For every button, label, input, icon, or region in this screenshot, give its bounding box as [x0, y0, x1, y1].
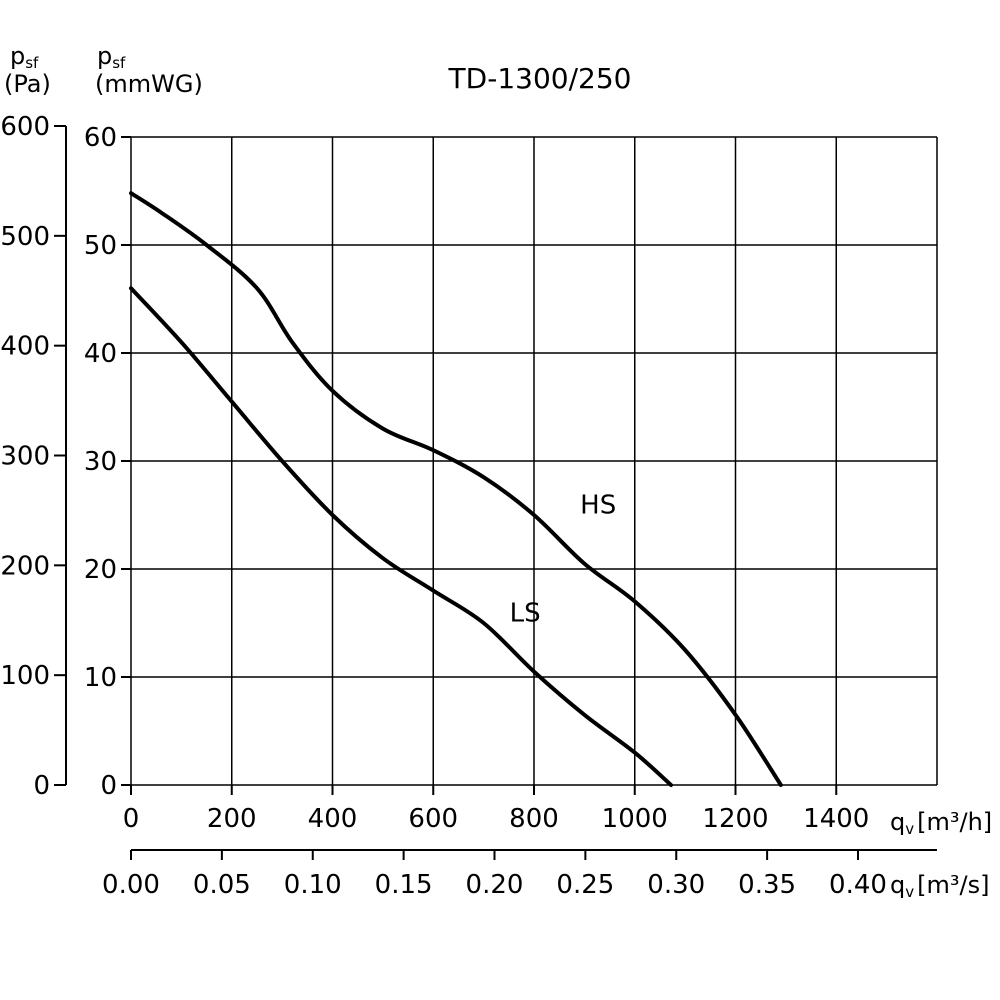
x-primary-tick-label: 800 [509, 804, 559, 834]
curve-hs [129, 191, 783, 787]
chart-title: TD-1300/250 [448, 62, 632, 95]
x-primary-unit: [m³/h] [917, 808, 992, 836]
y-right-unit: (mmWG) [95, 70, 203, 98]
y-right-tick-label: 40 [84, 339, 117, 369]
x-primary-subscript: v [905, 820, 914, 838]
y-right-tick-label: 20 [84, 555, 117, 585]
y-left-unit: (Pa) [4, 70, 51, 98]
curve-label-hs: HS [580, 491, 616, 521]
y-right-subscript: sf [112, 54, 126, 72]
x-primary-axis-label: qv [m³/h] [890, 808, 992, 838]
x-secondary-symbol: q [890, 871, 905, 899]
y-right-tick-label: 10 [84, 663, 117, 693]
y-left-axis-label: psf [10, 42, 39, 72]
x-primary-tick-label: 200 [207, 804, 257, 834]
x-secondary-tick-label: 0.15 [375, 870, 433, 900]
y-left-subscript: sf [25, 54, 39, 72]
x-secondary-unit: [m³/s] [917, 871, 989, 899]
y-right-tick-label: 0 [100, 771, 117, 801]
x-secondary-tick-label: 0.30 [647, 870, 705, 900]
grid [130, 136, 938, 786]
x-secondary-tick-label: 0.35 [738, 870, 796, 900]
x-secondary-tick-label: 0.00 [102, 870, 160, 900]
x-secondary-subscript: v [905, 883, 914, 901]
y-left-tick-label: 200 [0, 551, 50, 581]
x-secondary-tick-label: 0.05 [193, 870, 251, 900]
y-left-tick-label: 600 [0, 112, 50, 142]
x-primary-tick-label: 400 [308, 804, 358, 834]
y-right-tick-label: 60 [84, 123, 117, 153]
x-secondary-axis-label: qv [m³/s] [890, 871, 989, 901]
y-right-tick-label: 30 [84, 447, 117, 477]
y-left-tick-label: 400 [0, 332, 50, 362]
y-right-symbol: p [97, 42, 112, 70]
y-left-tick-label: 100 [0, 661, 50, 691]
x-secondary-tick-label: 0.10 [284, 870, 342, 900]
x-primary-tick-label: 1200 [702, 804, 768, 834]
curve-label-ls: LS [510, 599, 541, 629]
y-left-tick-label: 300 [0, 442, 50, 472]
y-right-tick-label: 50 [84, 231, 117, 261]
curve-ls [129, 286, 674, 787]
axes [54, 125, 937, 860]
x-primary-symbol: q [890, 808, 905, 836]
y-left-tick-label: 500 [0, 222, 50, 252]
x-primary-tick-label: 1000 [602, 804, 668, 834]
x-secondary-tick-label: 0.20 [466, 870, 524, 900]
x-secondary-tick-label: 0.40 [829, 870, 887, 900]
y-right-axis-label: psf [97, 42, 126, 72]
x-primary-tick-label: 600 [408, 804, 458, 834]
curves: HS LS [129, 191, 783, 787]
y-left-symbol: p [10, 42, 25, 70]
x-primary-tick-label: 0 [123, 804, 140, 834]
x-secondary-tick-label: 0.25 [556, 870, 614, 900]
x-primary-tick-label: 1400 [803, 804, 869, 834]
y-left-tick-label: 0 [33, 771, 50, 801]
